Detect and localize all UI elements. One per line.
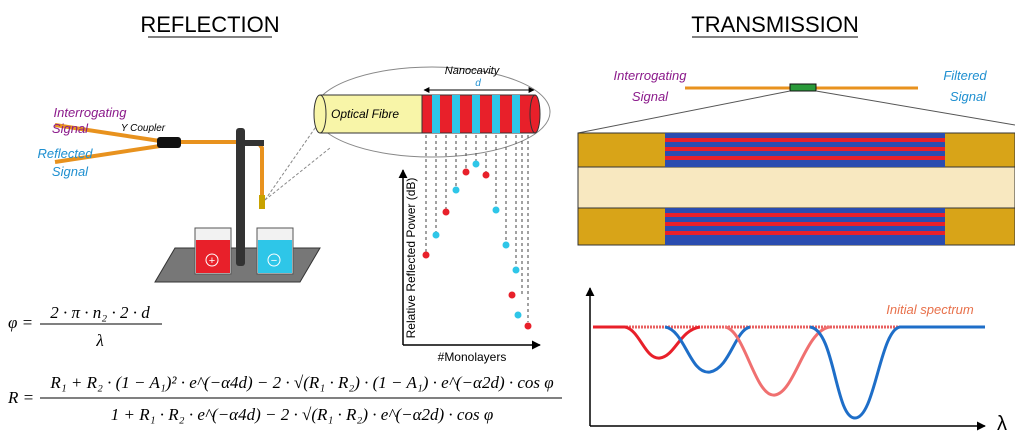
axis-label: λ: [997, 413, 1007, 435]
axis-label: #Monolayers: [438, 350, 507, 364]
plot-points: [423, 161, 532, 330]
label: Initial spectrum: [886, 302, 974, 317]
beaker-label: +: [209, 255, 215, 267]
fibre: [578, 84, 1015, 245]
label: Interrogating: [614, 68, 688, 83]
equation: 1 + R₁ · R₂ · e^(−α4d) − 2 · √(R₁ · R₂) …: [111, 405, 493, 424]
equation: R₁ + R₂ · (1 − A₁)² · e^(−α4d) − 2 · √(R…: [49, 373, 553, 392]
label: Signal: [52, 121, 89, 136]
equation: 2 · π · n₂ · 2 · d: [50, 303, 150, 322]
equation: φ =: [8, 313, 33, 332]
label: Interrogating: [54, 105, 128, 120]
label: Signal: [52, 164, 89, 179]
diagram: REFLECTION TRANSMISSION + − Interrogatin…: [0, 0, 1015, 437]
title: REFLECTION: [140, 12, 279, 37]
label: Optical Fibre: [331, 107, 399, 121]
label: d: [475, 78, 481, 89]
beaker-label: −: [271, 255, 277, 267]
label: Y Coupler: [121, 123, 166, 134]
setup: [55, 125, 320, 282]
label: Reflected: [38, 146, 94, 161]
plot-axes: [403, 170, 540, 345]
title: TRANSMISSION: [691, 12, 858, 37]
label: Filtered: [943, 68, 987, 83]
label: Signal: [950, 89, 987, 104]
axis-label: Relative Reflected Power (dB): [404, 178, 418, 339]
label: Signal: [632, 89, 669, 104]
equation: R =: [7, 388, 34, 407]
label: Nanocavity: [445, 65, 501, 77]
equation: λ: [95, 331, 103, 350]
